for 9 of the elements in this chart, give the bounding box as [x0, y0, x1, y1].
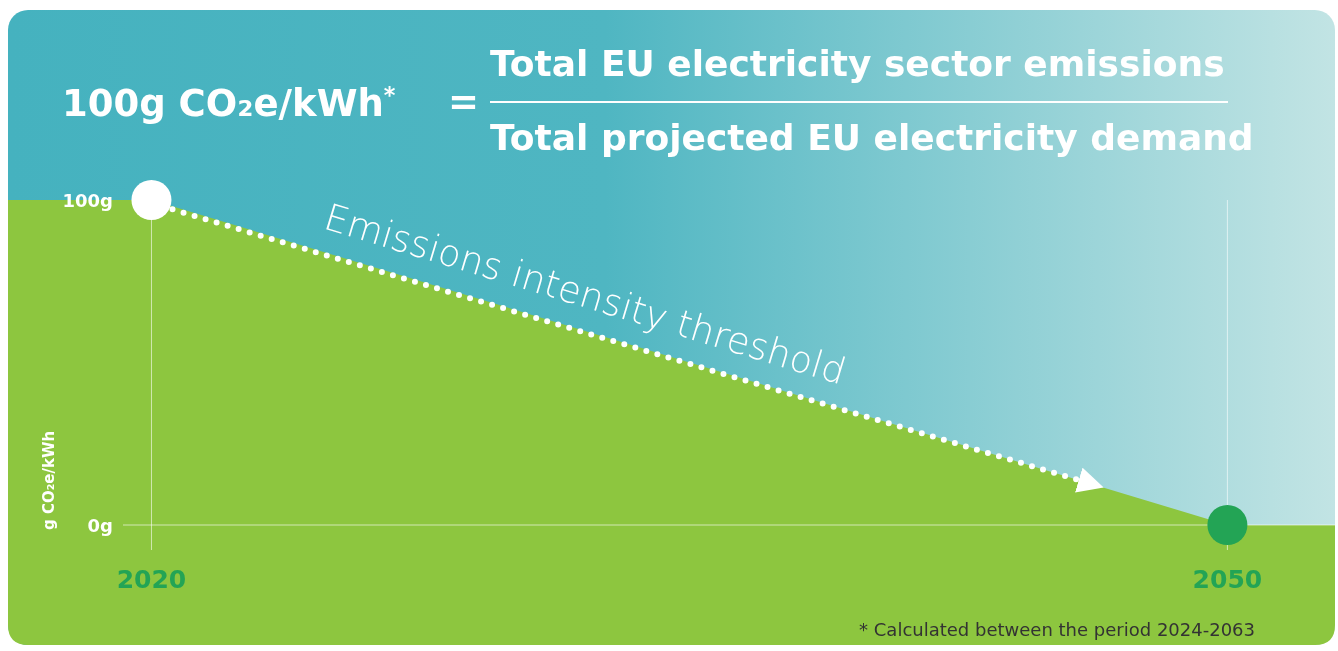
chart-title: 100g CO₂e/kWh$^{*}$ [62, 82, 396, 125]
y-tick-label: 0g [87, 514, 113, 536]
x-tick-label: 2050 [1192, 565, 1263, 594]
text: Total projected EU electricity demand [490, 117, 1254, 158]
text: Total EU electricity sector emissions [490, 43, 1225, 84]
x-tick-label: 2020 [116, 565, 187, 594]
text: * Calculated between the period 2024-2063 [859, 619, 1255, 640]
y-axis-title: g CO₂e/kWh [40, 430, 58, 530]
text: = [448, 80, 480, 123]
